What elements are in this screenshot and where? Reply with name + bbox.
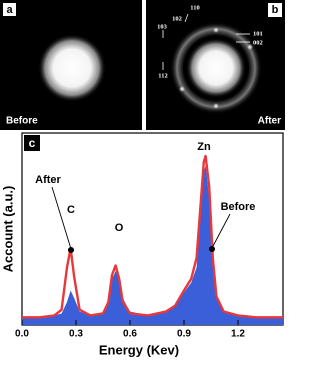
x-tick-label: 0.9 bbox=[177, 329, 191, 340]
x-axis-label: Energy (Kev) bbox=[99, 342, 179, 357]
spot bbox=[213, 103, 219, 109]
spot-label: 102 bbox=[172, 15, 182, 22]
y-axis-label: Account (a.u.) bbox=[0, 186, 15, 273]
series-label: Before bbox=[221, 201, 256, 213]
pointer-dot bbox=[67, 246, 75, 254]
series-label: After bbox=[35, 174, 61, 186]
plot-area bbox=[22, 154, 283, 325]
image-caption: Before bbox=[6, 116, 38, 127]
pointer-dot bbox=[208, 245, 216, 253]
arrow bbox=[184, 13, 189, 23]
label-box bbox=[268, 3, 282, 17]
spot bbox=[179, 86, 185, 92]
spot-arrows bbox=[162, 13, 250, 70]
diffraction-center bbox=[186, 38, 246, 98]
diffraction-center bbox=[38, 34, 106, 102]
line bbox=[22, 154, 283, 319]
panel-label: b bbox=[272, 4, 279, 16]
annotation-pointers bbox=[51, 186, 231, 254]
peak-label: O bbox=[115, 222, 124, 234]
spot bbox=[213, 27, 219, 33]
spot-label: 101 bbox=[253, 30, 263, 37]
spot bbox=[247, 44, 253, 50]
pointer bbox=[51, 186, 72, 250]
spots bbox=[179, 27, 253, 109]
label-box bbox=[3, 3, 16, 16]
x-tick-label: 1.2 bbox=[231, 329, 245, 340]
label-box bbox=[24, 135, 40, 151]
spot-label: 112 bbox=[158, 72, 167, 79]
panel-label: c bbox=[29, 136, 36, 150]
x-tick-label: 0.3 bbox=[69, 329, 83, 340]
image-caption: After bbox=[258, 116, 281, 127]
peak-label: Zn bbox=[197, 141, 211, 153]
x-tick-label: 0.0 bbox=[15, 329, 29, 340]
figure: a Before 110 102 103 101 002 112 b After… bbox=[0, 0, 285, 357]
panel-label: a bbox=[6, 4, 13, 16]
plot-frame bbox=[21, 132, 284, 326]
peak-label: C bbox=[67, 204, 75, 216]
spot-label: 110 bbox=[190, 4, 199, 11]
pointer bbox=[211, 213, 231, 249]
x-tick-label: 0.6 bbox=[123, 329, 137, 340]
spot-label: 002 bbox=[253, 39, 263, 46]
spot-label: 103 bbox=[157, 23, 168, 30]
